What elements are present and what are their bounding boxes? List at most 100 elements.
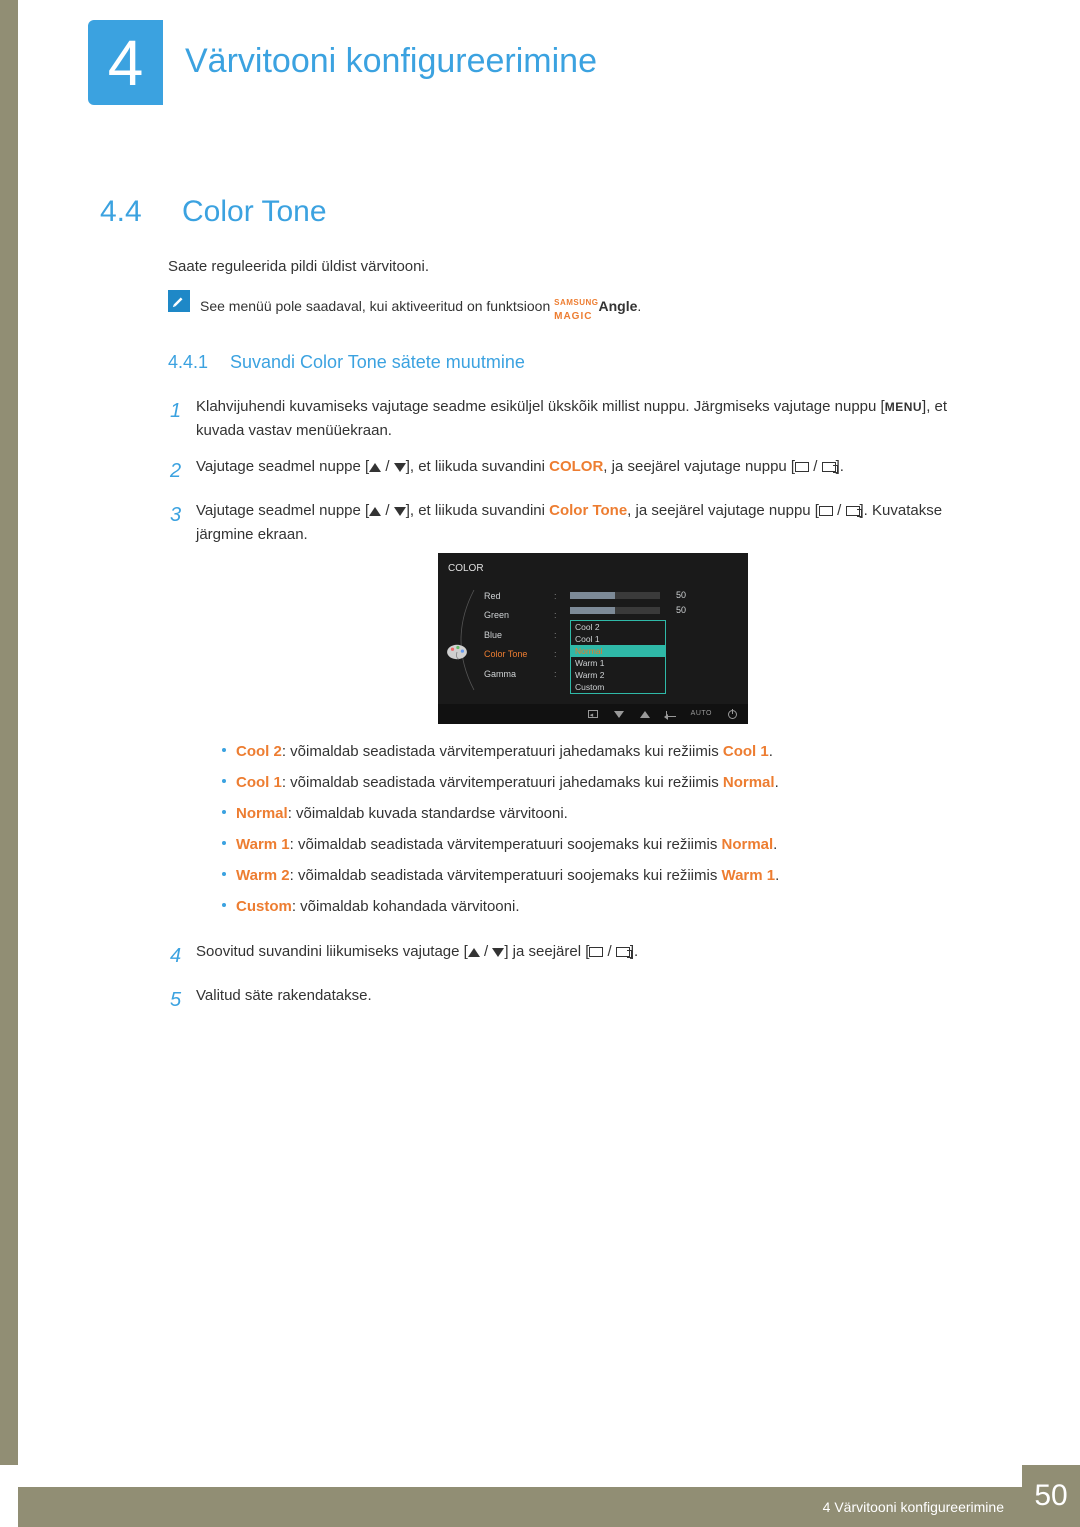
bullet-kw: Cool 2 <box>236 743 282 760</box>
menu-keyword: MENU <box>885 400 922 414</box>
osd-enter-icon <box>665 709 677 719</box>
enter-icon <box>846 506 860 516</box>
up-arrow-icon <box>369 507 381 516</box>
color-keyword: COLOR <box>549 458 603 475</box>
bullet-dot-icon <box>222 841 226 845</box>
bullet-cool2: Cool 2: võimaldab seadistada värvitemper… <box>222 738 990 765</box>
chapter-title: Värvitooni konfigureerimine <box>185 42 597 81</box>
bullet-dot-icon <box>222 872 226 876</box>
osd-body: Red Green Blue Color Tone Gamma ::::: 50 <box>438 585 748 704</box>
enter-icon <box>822 462 836 472</box>
osd-label-colortone: Color Tone <box>484 647 554 661</box>
step-num: 1 <box>170 395 196 427</box>
osd-options-dropdown: Cool 2 Cool 1 Normal Warm 1 Warm 2 Custo… <box>570 620 666 694</box>
step-num: 3 <box>170 499 196 531</box>
osd-opt-cool2: Cool 2 <box>571 621 665 633</box>
up-arrow-icon <box>468 948 480 957</box>
source-icon <box>819 506 833 516</box>
bullet-cool1: Cool 1: võimaldab seadistada värvitemper… <box>222 769 990 796</box>
osd-opt-cool1: Cool 1 <box>571 633 665 645</box>
bullet-txt: : võimaldab seadistada värvitemperatuuri… <box>282 774 723 791</box>
step2-text-c: , ja seejärel vajutage nuppu [ <box>603 458 795 475</box>
bullet-dot-icon <box>222 748 226 752</box>
note-prefix: See menüü pole saadaval, kui aktiveeritu… <box>200 298 554 314</box>
osd-values: 50 50 Cool 2 Cool 1 Normal Warm 1 Wa <box>570 589 738 694</box>
bullet-dot-icon <box>222 810 226 814</box>
osd-labels: Red Green Blue Color Tone Gamma <box>484 589 554 694</box>
note-magic: MAGIC <box>554 311 592 322</box>
step-4: 4 Soovitud suvandini liikumiseks vajutag… <box>170 940 990 972</box>
osd-opt-custom: Custom <box>571 681 665 693</box>
osd-arc-decoration <box>444 585 479 695</box>
note-row: See menüü pole saadaval, kui aktiveeritu… <box>168 290 641 322</box>
osd-slider-red: 50 <box>570 589 738 601</box>
footer-text: 4 Värvitooni konfigureerimine <box>18 1487 1022 1527</box>
bullet-kw2: Cool 1 <box>723 743 769 760</box>
osd-opt-warm1: Warm 1 <box>571 657 665 669</box>
step3-text-b: ], et liikuda suvandini <box>406 502 549 519</box>
subsection-number: 4.4.1 <box>168 352 208 373</box>
osd-slider-green: 50 <box>570 604 738 616</box>
step-num: 4 <box>170 940 196 972</box>
down-arrow-icon <box>492 948 504 957</box>
step-body: Valitud säte rakendatakse. <box>196 984 990 1008</box>
up-arrow-icon <box>369 463 381 472</box>
steps-list: 1 Klahvijuhendi kuvamiseks vajutage sead… <box>170 395 990 1028</box>
step4-text-b: ] ja seejärel [ <box>504 943 589 960</box>
osd-label-red: Red <box>484 589 554 603</box>
step2-text-a: Vajutage seadmel nuppe [ <box>196 458 369 475</box>
page-number: 50 <box>1022 1465 1080 1527</box>
bullet-dot-icon <box>222 779 226 783</box>
osd-label-blue: Blue <box>484 628 554 642</box>
step-body: Vajutage seadmel nuppe [ / ], et liikuda… <box>196 455 990 479</box>
step-num: 2 <box>170 455 196 487</box>
bullet-warm2: Warm 2: võimaldab seadistada värvitemper… <box>222 862 990 889</box>
bullet-txt: : võimaldab kuvada standardse värvitooni… <box>288 805 568 822</box>
step1-text-a: Klahvijuhendi kuvamiseks vajutage seadme… <box>196 398 885 415</box>
bullet-list: Cool 2: võimaldab seadistada värvitemper… <box>222 738 990 920</box>
osd-up-icon <box>639 709 651 719</box>
step2-text-b: ], et liikuda suvandini <box>406 458 549 475</box>
colortone-keyword: Color Tone <box>549 502 627 519</box>
bullet-custom: Custom: võimaldab kohandada värvitooni. <box>222 893 990 920</box>
enter-icon <box>616 947 630 957</box>
source-icon <box>795 462 809 472</box>
bullet-kw: Cool 1 <box>236 774 282 791</box>
osd-green-value: 50 <box>668 603 686 617</box>
bullet-normal: Normal: võimaldab kuvada standardse värv… <box>222 800 990 827</box>
bullet-kw2: Warm 1 <box>721 867 775 884</box>
step3-text-c: , ja seejärel vajutage nuppu [ <box>627 502 819 519</box>
step-2: 2 Vajutage seadmel nuppe [ / ], et liiku… <box>170 455 990 487</box>
step-1: 1 Klahvijuhendi kuvamiseks vajutage sead… <box>170 395 990 443</box>
osd-back-icon: ◂ <box>587 709 599 719</box>
section-title: Color Tone <box>182 195 327 229</box>
bullet-kw: Warm 2 <box>236 867 290 884</box>
bullet-kw: Warm 1 <box>236 836 290 853</box>
bullet-end: . <box>775 774 779 791</box>
note-text: See menüü pole saadaval, kui aktiveeritu… <box>200 290 641 322</box>
note-angle: Angle <box>599 298 638 314</box>
side-stripe <box>0 0 18 1465</box>
osd-red-value: 50 <box>668 588 686 602</box>
bullet-kw2: Normal <box>723 774 775 791</box>
osd-opt-warm2: Warm 2 <box>571 669 665 681</box>
osd-title: COLOR <box>438 561 748 585</box>
step-5: 5 Valitud säte rakendatakse. <box>170 984 990 1016</box>
bullet-txt: : võimaldab seadistada värvitemperatuuri… <box>290 867 722 884</box>
bullet-kw: Normal <box>236 805 288 822</box>
osd-label-gamma: Gamma <box>484 667 554 681</box>
bullet-txt: : võimaldab seadistada värvitemperatuuri… <box>290 836 722 853</box>
step-body: Klahvijuhendi kuvamiseks vajutage seadme… <box>196 395 990 443</box>
step-3: 3 Vajutage seadmel nuppe [ / ], et liiku… <box>170 499 990 928</box>
osd-label-green: Green <box>484 608 554 622</box>
note-suffix: . <box>637 298 641 314</box>
osd-screenshot: COLOR Red Green Blue Color Tone Gamma ::… <box>438 553 748 724</box>
bullet-txt: : võimaldab kohandada värvitooni. <box>292 898 520 915</box>
palette-icon <box>446 643 468 661</box>
section-number: 4.4 <box>100 195 142 229</box>
step-body: Vajutage seadmel nuppe [ / ], et liikuda… <box>196 499 990 928</box>
page-footer: 4 Värvitooni konfigureerimine 50 <box>0 1465 1080 1527</box>
bullet-warm1: Warm 1: võimaldab seadistada värvitemper… <box>222 831 990 858</box>
subsection-title: Suvandi Color Tone sätete muutmine <box>230 352 525 373</box>
osd-colons: ::::: <box>554 589 570 694</box>
